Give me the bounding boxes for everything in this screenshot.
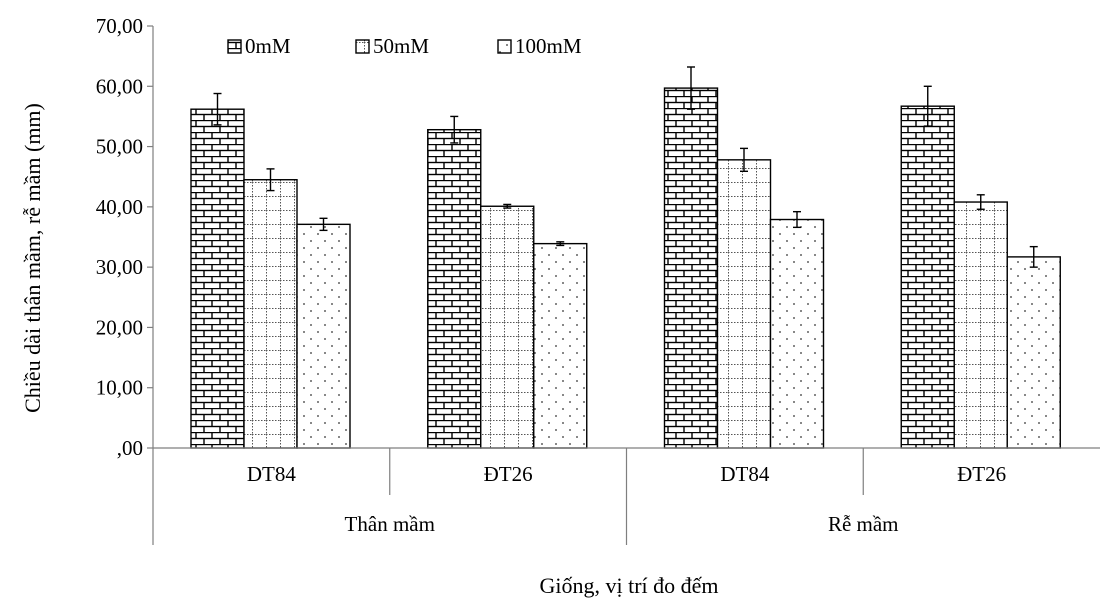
- bar-0mM: [663, 87, 719, 449]
- y-axis-title: Chiều dài thân mầm, rễ mầm (mm): [20, 103, 45, 413]
- group-label: Thân mầm: [345, 512, 435, 536]
- bar-50mM: [716, 159, 772, 449]
- bar-50mM: [480, 205, 535, 449]
- bar-50mM: [243, 179, 298, 449]
- y-tick-label: 60,00: [96, 74, 143, 98]
- bars-layer: [190, 66, 1061, 449]
- legend-swatch: [355, 39, 370, 54]
- bar-100mM: [533, 242, 588, 449]
- legend: 0mM 50mM 100mM: [227, 34, 582, 58]
- y-tick-label: 20,00: [96, 315, 143, 339]
- bar-100mM: [769, 218, 825, 449]
- y-tick-label: 10,00: [96, 376, 143, 400]
- bar-50mM: [953, 201, 1008, 449]
- x-tick-label: ĐT26: [484, 462, 533, 486]
- bar-0mM: [427, 128, 482, 449]
- bar-0mM: [190, 108, 245, 449]
- y-tick-label: 70,00: [96, 14, 143, 38]
- y-tick-label: ,00: [117, 436, 143, 460]
- legend-label: 100mM: [515, 34, 582, 58]
- y-tick-label: 30,00: [96, 255, 143, 279]
- x-tick-label: DT84: [247, 462, 296, 486]
- y-tick-label: 40,00: [96, 195, 143, 219]
- y-axis: ,00 10,00 20,00 30,00 40,00 50,00 60,00 70,00: [96, 14, 154, 460]
- x-axis-title: Giống, vị trí đo đếm: [539, 573, 718, 598]
- y-tick-label: 50,00: [96, 135, 143, 159]
- x-tick-label: ĐT26: [957, 462, 1006, 486]
- legend-label: 0mM: [245, 34, 291, 58]
- group-label: Rễ mầm: [828, 512, 899, 536]
- x-tick-label: DT84: [720, 462, 769, 486]
- bar-100mM: [1006, 256, 1061, 449]
- legend-swatch: [227, 39, 242, 54]
- bar-100mM: [296, 223, 351, 449]
- legend-label: 50mM: [373, 34, 429, 58]
- bar-0mM: [900, 105, 955, 449]
- legend-swatch: [497, 39, 512, 54]
- x-axis: DT84 ĐT26 DT84 ĐT26 Thân mầm Rễ mầm: [152, 447, 1100, 545]
